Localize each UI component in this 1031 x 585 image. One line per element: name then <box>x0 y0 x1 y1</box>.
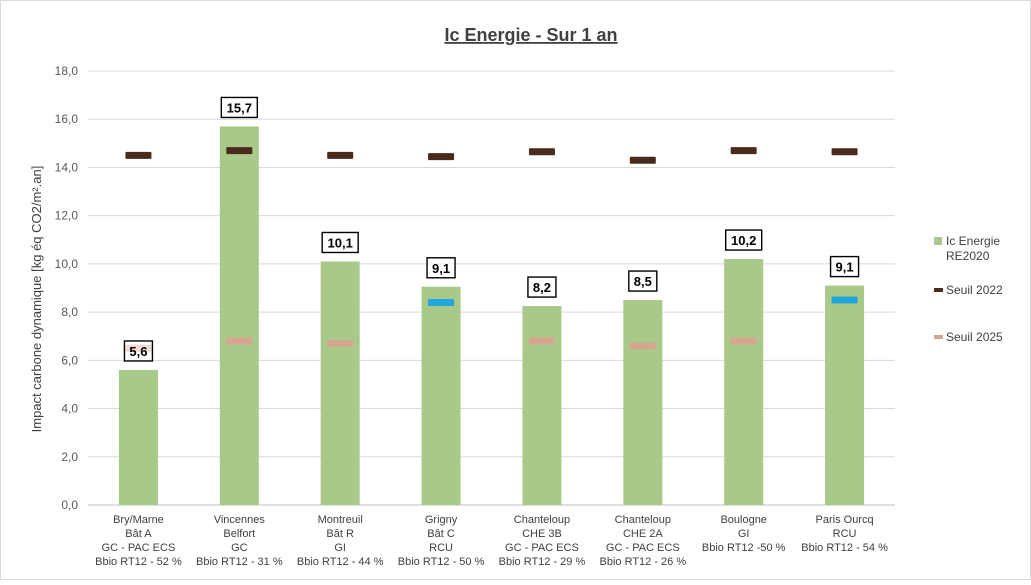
data-label: 8,5 <box>628 270 658 292</box>
threshold-marker <box>428 298 455 306</box>
x-tick-label: Grigny Bât C RCU Bbio RT12 - 50 % <box>398 514 485 568</box>
data-label-text: 5,6 <box>129 344 147 359</box>
bar <box>118 369 158 505</box>
data-label: 10,1 <box>321 231 359 254</box>
data-label-box <box>426 257 456 279</box>
data-labels: 5,6 15,7 10,1 9,1 8,2 8,5 10,2 9,1 <box>123 96 860 362</box>
data-label-text: 8,5 <box>634 274 652 289</box>
data-label: 9,1 <box>426 257 456 279</box>
y-tick-label: 18,0 <box>55 64 79 78</box>
data-label-text: 10,2 <box>731 233 756 248</box>
legend: Ic Energie RE2020 Seuil 2022 Seuil 2025 <box>934 234 1003 344</box>
data-label-box <box>829 255 860 278</box>
legend-label: Seuil 2025 <box>946 330 1003 344</box>
legend-label: Ic Energie RE2020 <box>946 234 1000 263</box>
legend-swatch <box>934 335 943 339</box>
threshold-marker <box>428 153 455 161</box>
bars <box>118 126 865 505</box>
threshold-marker <box>226 337 253 345</box>
threshold-marker <box>730 337 757 345</box>
data-label-box <box>628 270 658 292</box>
data-label: 9,1 <box>829 255 860 278</box>
x-tick-label: Boulogne GI Bbio RT12 -50 % <box>702 514 786 554</box>
data-label-text: 9,1 <box>836 260 854 275</box>
y-tick-label: 16,0 <box>55 112 79 126</box>
threshold-marker <box>226 147 253 155</box>
data-label-text: 10,1 <box>328 235 353 250</box>
data-label: 15,7 <box>220 96 259 119</box>
x-tick-label: Montreuil Bât R GI Bbio RT12 - 44 % <box>297 514 384 568</box>
threshold-marker <box>831 148 858 156</box>
legend-label: Seuil 2022 <box>946 283 1003 297</box>
y-tick-label: 6,0 <box>61 353 78 367</box>
bar <box>219 126 259 505</box>
y-tick-label: 10,0 <box>55 257 79 271</box>
data-label-box <box>724 229 763 251</box>
bar <box>623 300 663 505</box>
bar <box>320 261 360 505</box>
threshold-marker <box>629 342 656 350</box>
x-tick-label: Bry/Marne Bât A GC - PAC ECS Bbio RT12 - 52… <box>95 514 182 568</box>
bar <box>522 306 562 505</box>
y-tick-label: 8,0 <box>61 305 78 319</box>
data-label-box <box>123 340 154 362</box>
y-tick-label: 12,0 <box>55 209 79 223</box>
legend-swatch <box>934 237 942 245</box>
threshold-marker <box>629 156 656 164</box>
threshold-marker <box>327 339 354 347</box>
threshold-marker <box>528 337 555 345</box>
legend-item: Ic Energie RE2020 <box>934 234 1000 263</box>
threshold-marker <box>831 296 858 304</box>
x-tick-label: Vincennes Belfort GC Bbio RT12 - 31 % <box>196 514 283 568</box>
data-label: 10,2 <box>724 229 763 251</box>
legend-item: Seuil 2022 <box>934 283 1003 297</box>
data-label-text: 8,2 <box>533 280 551 295</box>
threshold-marker <box>125 151 152 159</box>
y-tick-label: 2,0 <box>61 450 78 464</box>
data-label-box <box>527 276 557 298</box>
threshold-marker <box>528 148 555 156</box>
data-label-text: 15,7 <box>227 100 252 115</box>
bar <box>825 285 865 505</box>
bar <box>421 286 461 505</box>
data-label-box <box>220 96 259 119</box>
x-tick-label: Chanteloup CHE 3B GC - PAC ECS Bbio RT12 - … <box>499 514 586 568</box>
y-axis-label: Impact carbone dynamique [kg éq CO2/m².a… <box>29 166 44 433</box>
y-tick-label: 4,0 <box>61 402 78 416</box>
y-tick-label: 14,0 <box>55 160 79 174</box>
legend-swatch <box>934 288 943 292</box>
data-label-text: 9,1 <box>432 261 450 276</box>
data-label: 8,2 <box>527 276 557 298</box>
x-tick-labels: Bry/Marne Bât A GC - PAC ECS Bbio RT12 - 52… <box>95 514 888 568</box>
x-tick-label: Paris Ourcq RCU Bbio RT12 - 54 % <box>801 514 888 554</box>
threshold-markers <box>125 147 858 352</box>
data-label: 5,6 <box>123 340 154 362</box>
chart-title: Ic Energie - Sur 1 an <box>444 25 617 45</box>
threshold-marker <box>327 151 354 159</box>
x-tick-label: Chanteloup CHE 2A GC - PAC ECS Bbio RT12 - … <box>600 514 687 568</box>
y-tick-labels: 0,0 2,0 4,0 6,0 8,0 10,0 12,0 14,0 16,0 18,0 <box>55 64 79 512</box>
data-label-box <box>321 231 359 254</box>
threshold-marker <box>730 147 757 155</box>
legend-item: Seuil 2025 <box>934 330 1003 344</box>
y-tick-label: 0,0 <box>61 498 78 512</box>
bar <box>724 259 764 505</box>
